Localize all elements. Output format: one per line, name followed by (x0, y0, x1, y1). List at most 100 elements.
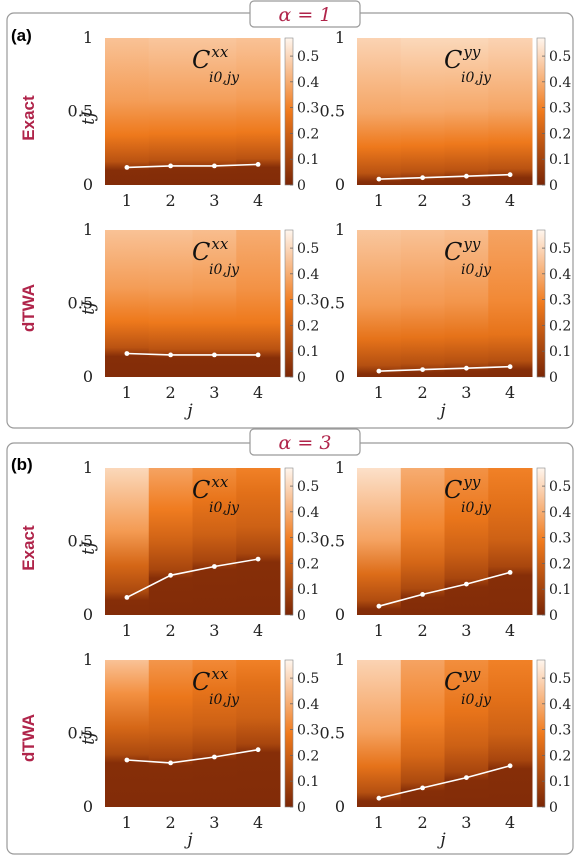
correlator-symbol: C (192, 668, 210, 696)
y-tick-label: 0.5 (320, 724, 345, 743)
colorbar-tick-label: 0.5 (549, 241, 571, 257)
boundary-point-1 (376, 176, 382, 182)
colorbar-frame (536, 659, 546, 808)
colorbar-tick-label: 0.2 (549, 556, 571, 572)
correlator-superscript: yy (462, 235, 480, 253)
boundary-point-3 (212, 754, 217, 760)
boundary-point-2 (420, 367, 425, 372)
colorbar-tick-label: 0.4 (549, 697, 571, 713)
correlator-label: Cyy (444, 235, 481, 266)
colorbar-tick-label: 0.4 (549, 267, 571, 283)
colorbar-tick-label: 0.3 (549, 531, 571, 547)
colorbar (285, 468, 293, 615)
x-tick-label: 4 (253, 813, 263, 832)
heatmap-column-3 (444, 660, 489, 807)
x-tick-label: 4 (505, 383, 515, 402)
y-tick-label: 0.5 (68, 724, 93, 743)
heatmap-column-3 (444, 38, 489, 185)
colorbar-tick-label: 0 (297, 608, 306, 624)
heatmap-column-2 (148, 38, 193, 185)
boundary-line (126, 748, 259, 764)
correlator-label: Cyy (444, 43, 481, 74)
correlator-label: Cyy (444, 665, 481, 696)
correlator-superscript: xx (211, 473, 228, 491)
boundary-point-4 (255, 556, 261, 562)
x-tick-label: 3 (209, 191, 219, 210)
colorbar-tick-label: 0.1 (549, 152, 571, 168)
colorbar-tick-label: 0.3 (297, 531, 319, 547)
colorbar (285, 38, 293, 185)
colorbar (537, 230, 545, 377)
correlator-symbol: C (444, 476, 462, 504)
x-tick-label: 1 (374, 813, 384, 832)
colorbar-tick-label: 0.2 (297, 126, 319, 142)
row-label-a-exact: Exact (19, 95, 38, 141)
y-tick-label: 0 (83, 797, 93, 816)
x-tick-label: 3 (461, 621, 471, 640)
correlator-superscript: xx (211, 43, 228, 61)
y-tick-label: 0 (335, 797, 345, 816)
colorbar-tick-label: 0 (297, 800, 306, 816)
y-tick-label: 1 (83, 28, 93, 47)
colorbar-tick-label: 0.1 (297, 344, 319, 360)
colorbar-tick-label: 0.5 (549, 671, 571, 687)
y-tick-label: 0 (83, 605, 93, 624)
x-tick-label: 3 (209, 621, 219, 640)
boundary-point-4 (255, 352, 261, 358)
heatmap-column-2 (148, 230, 193, 377)
boundary-point-3 (212, 163, 217, 169)
y-tick-label: 0.5 (68, 532, 93, 551)
heatmap-column-2 (148, 468, 193, 615)
x-tick-label: 3 (209, 813, 219, 832)
y-tick-label: 0.5 (320, 532, 345, 551)
x-tick-label: 4 (505, 813, 515, 832)
boundary-line (378, 765, 511, 799)
y-tick-label: 1 (335, 650, 345, 669)
colorbar-tick-label: 0 (549, 178, 558, 194)
boundary-point-2 (420, 785, 425, 791)
xlabel-b-right: j (436, 830, 446, 850)
heatmap-column-2 (400, 38, 445, 185)
colorbar (537, 468, 545, 615)
colorbar-tick-label: 0.1 (297, 582, 319, 598)
colorbar-tick-label: 0.3 (549, 101, 571, 117)
x-tick-label: 1 (122, 621, 132, 640)
heatmap-column-4 (236, 38, 281, 185)
y-tick-label: 0 (335, 605, 345, 624)
x-tick-label: 1 (122, 383, 132, 402)
correlator-superscript: xx (211, 235, 228, 253)
colorbar-tick-label: 0.5 (549, 479, 571, 495)
colorbar-tick-label: 0 (549, 370, 558, 386)
boundary-point-2 (420, 175, 425, 181)
colorbar (537, 660, 545, 807)
colorbar-tick-label: 0 (297, 370, 306, 386)
boundary-line (378, 365, 511, 372)
correlator-label: Cxx (192, 473, 229, 504)
heatmap-column-3 (444, 468, 489, 615)
colorbar-tick-label: 0.2 (297, 556, 319, 572)
x-tick-label: 1 (374, 191, 384, 210)
colorbar-tick-label: 0.5 (297, 479, 319, 495)
boundary-point-2 (420, 592, 425, 597)
colorbar-frame (536, 229, 546, 378)
colorbar-frame (284, 467, 294, 616)
y-tick-label: 0.5 (68, 294, 93, 313)
heatmap-column-4 (488, 230, 533, 377)
xlabel-a: j (183, 401, 193, 421)
x-tick-label: 4 (253, 191, 263, 210)
x-tick-label: 2 (418, 383, 428, 402)
y-tick-label: 0.5 (320, 294, 345, 313)
x-tick-label: 4 (505, 621, 515, 640)
heatmap-column-3 (192, 38, 237, 185)
colorbar-frame (536, 37, 546, 186)
y-tick-label: 0 (83, 367, 93, 386)
alpha-label-box-b (249, 428, 361, 456)
colorbar-tick-label: 0.4 (297, 75, 319, 91)
heatmap-column-1 (357, 230, 402, 377)
colorbar-tick-label: 0.3 (297, 723, 319, 739)
